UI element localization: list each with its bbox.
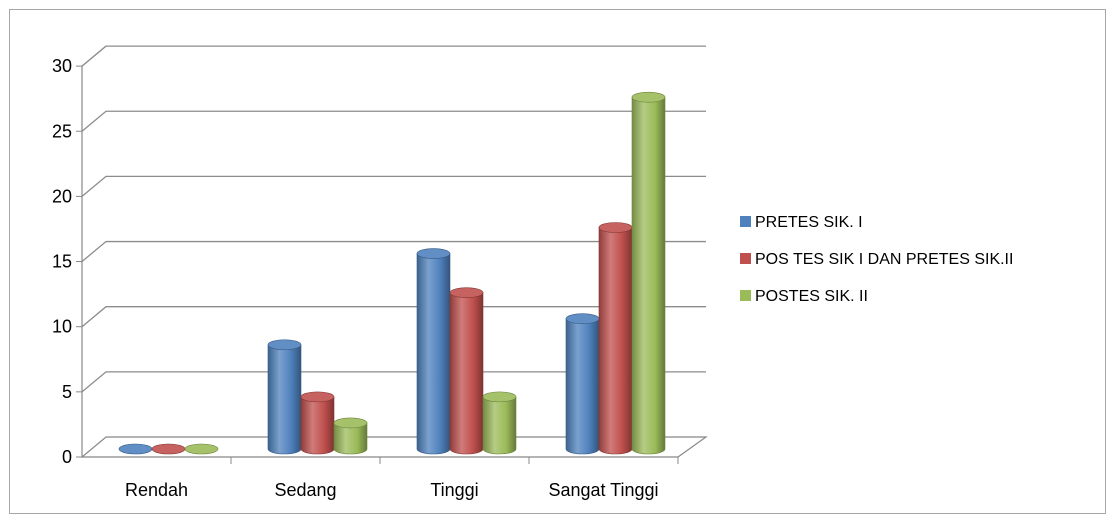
bar xyxy=(151,443,186,455)
gridline xyxy=(81,371,706,393)
bar xyxy=(598,222,633,455)
gridline xyxy=(81,110,706,132)
bar xyxy=(631,91,666,455)
gridline xyxy=(81,306,706,328)
gridlines xyxy=(81,45,706,393)
bar-top xyxy=(416,248,451,259)
bar-top xyxy=(151,443,186,455)
legend-swatch xyxy=(740,290,751,301)
bar xyxy=(267,339,302,455)
legend: PRETES SIK. I POS TES SIK I DAN PRETES SI… xyxy=(740,214,1013,305)
y-tick-label: 15 xyxy=(52,252,72,272)
y-tick-label: 5 xyxy=(62,382,72,402)
floor xyxy=(80,436,708,458)
y-axis-ticks: 0 5 10 15 20 25 30 xyxy=(52,56,82,467)
bar xyxy=(416,248,451,455)
bar-body xyxy=(300,396,335,455)
bar-top xyxy=(118,443,153,455)
x-axis: Rendah Sedang Tinggi Sangat Tinggi xyxy=(125,457,679,500)
y-tick-label: 25 xyxy=(52,121,72,141)
bar-body xyxy=(333,422,368,455)
legend-item: POSTES SIK. II xyxy=(740,288,868,305)
bar-top xyxy=(631,91,666,103)
bar-top xyxy=(184,443,219,455)
bar xyxy=(184,443,219,455)
bar-top xyxy=(598,222,633,233)
bar-body xyxy=(598,227,633,455)
y-tick-label: 20 xyxy=(52,186,72,206)
chart-frame xyxy=(9,9,1106,514)
bar-body xyxy=(416,253,451,455)
bar-top xyxy=(300,391,335,403)
bar xyxy=(565,313,600,455)
bar xyxy=(118,443,153,455)
legend-item: PRETES SIK. I xyxy=(740,214,863,231)
bar-body xyxy=(565,318,600,455)
x-category-label: Sedang xyxy=(274,480,336,500)
bar-body xyxy=(449,292,484,455)
bar-top xyxy=(267,339,302,351)
legend-label: POSTES SIK. II xyxy=(755,288,868,305)
legend-label: POS TES SIK I DAN PRETES SIK.II xyxy=(755,251,1013,268)
bar-top xyxy=(333,417,368,429)
y-tick-label: 30 xyxy=(52,56,72,76)
gridline xyxy=(81,240,706,263)
x-category-label: Rendah xyxy=(125,480,188,500)
bar xyxy=(300,391,335,455)
y-tick-label: 10 xyxy=(52,317,72,337)
legend-swatch xyxy=(740,216,751,227)
bar-top xyxy=(565,313,600,325)
legend-swatch xyxy=(740,253,751,264)
bar-body xyxy=(482,396,517,455)
gridline xyxy=(81,45,706,67)
legend-label: PRETES SIK. I xyxy=(755,214,863,231)
bar xyxy=(333,417,368,455)
bar xyxy=(482,391,517,455)
legend-item: POS TES SIK I DAN PRETES SIK.II xyxy=(740,251,1013,268)
bar-body xyxy=(631,96,666,455)
x-category-label: Tinggi xyxy=(430,480,478,500)
bar-body xyxy=(267,344,302,455)
bar xyxy=(449,287,484,455)
y-tick-label: 0 xyxy=(62,447,72,467)
x-category-label: Sangat Tinggi xyxy=(548,480,658,500)
bars xyxy=(118,91,666,455)
bar-top xyxy=(449,287,484,298)
gridline xyxy=(81,175,706,197)
bar-top xyxy=(482,391,517,403)
